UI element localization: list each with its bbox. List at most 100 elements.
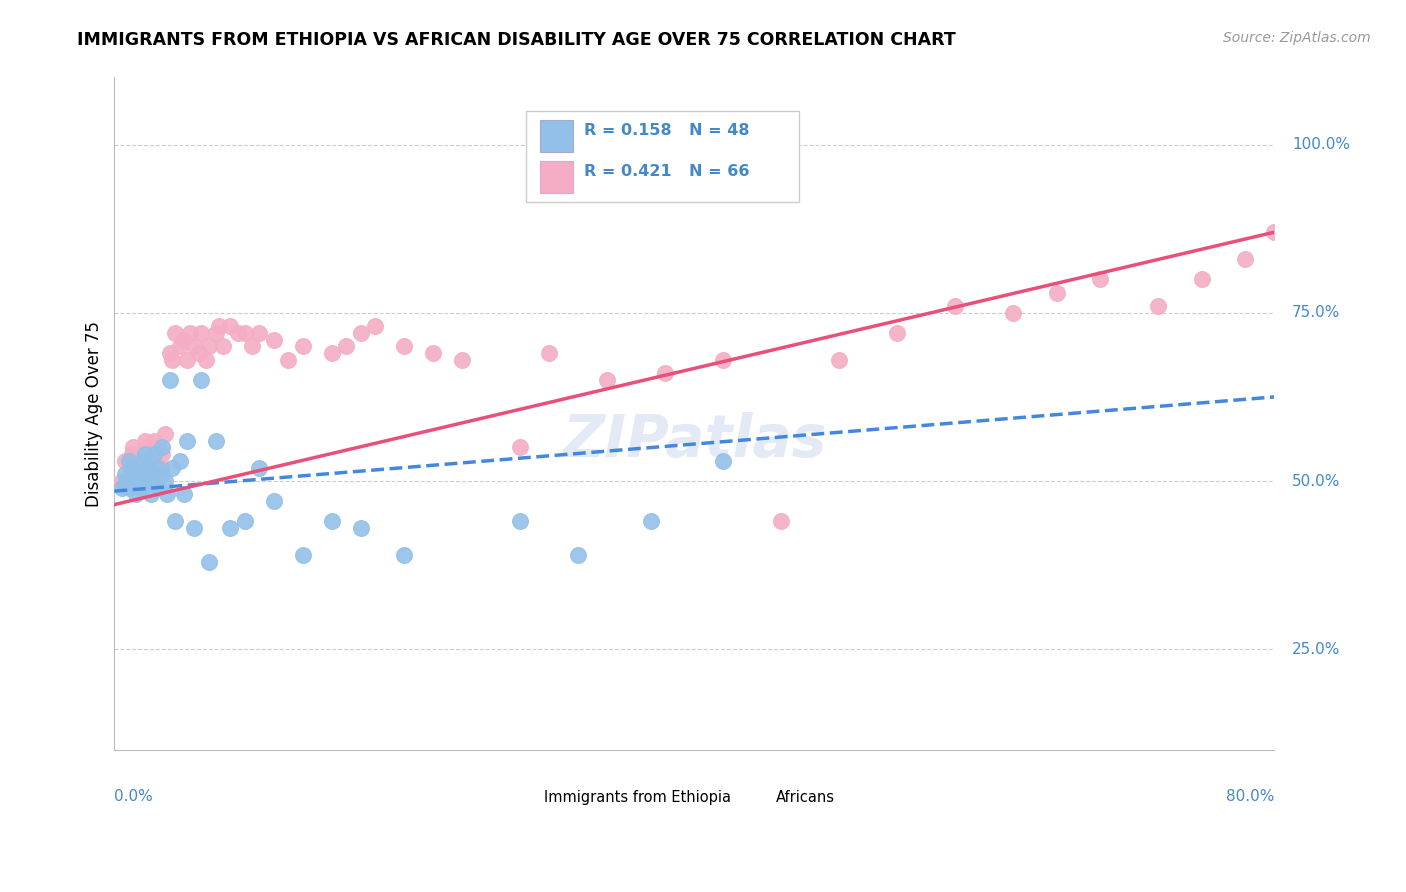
Point bbox=[277, 353, 299, 368]
Point bbox=[128, 474, 150, 488]
Point bbox=[125, 467, 148, 482]
Point bbox=[118, 467, 141, 482]
Point bbox=[886, 326, 908, 340]
Text: ZIPatlas: ZIPatlas bbox=[562, 412, 827, 469]
Text: Immigrants from Ethiopia: Immigrants from Ethiopia bbox=[544, 789, 731, 805]
Point bbox=[291, 548, 314, 562]
Point bbox=[208, 319, 231, 334]
Point bbox=[115, 474, 138, 488]
Point bbox=[156, 487, 179, 501]
Point bbox=[364, 319, 387, 334]
Point bbox=[114, 454, 136, 468]
Point bbox=[194, 353, 217, 368]
Point bbox=[205, 326, 228, 340]
Point bbox=[149, 460, 172, 475]
Text: 80.0%: 80.0% bbox=[1226, 789, 1274, 804]
Point bbox=[183, 339, 205, 353]
Point bbox=[146, 481, 169, 495]
Point bbox=[150, 447, 173, 461]
Point bbox=[176, 434, 198, 448]
Point bbox=[146, 441, 169, 455]
Point bbox=[538, 346, 561, 360]
Point bbox=[1191, 272, 1213, 286]
Point bbox=[159, 346, 181, 360]
Point bbox=[1046, 285, 1069, 300]
Point bbox=[1002, 306, 1025, 320]
Point bbox=[945, 299, 967, 313]
Point bbox=[640, 514, 662, 528]
Point bbox=[162, 460, 184, 475]
Text: N = 48: N = 48 bbox=[689, 122, 749, 137]
Point bbox=[1263, 225, 1285, 239]
Point bbox=[509, 514, 531, 528]
FancyBboxPatch shape bbox=[741, 787, 766, 807]
Point bbox=[129, 447, 152, 461]
Point bbox=[197, 555, 219, 569]
Point bbox=[143, 454, 166, 468]
Text: 100.0%: 100.0% bbox=[1292, 137, 1350, 153]
Point bbox=[713, 353, 735, 368]
Point bbox=[139, 467, 162, 482]
FancyBboxPatch shape bbox=[509, 787, 534, 807]
Point bbox=[321, 514, 343, 528]
Point bbox=[132, 454, 155, 468]
Point bbox=[173, 487, 195, 501]
Point bbox=[118, 454, 141, 468]
Point bbox=[350, 521, 373, 535]
Point bbox=[125, 460, 148, 475]
Point bbox=[183, 521, 205, 535]
Point bbox=[146, 460, 169, 475]
Point bbox=[139, 487, 162, 501]
Point bbox=[172, 333, 194, 347]
Point bbox=[159, 373, 181, 387]
Point bbox=[509, 441, 531, 455]
Point bbox=[233, 514, 256, 528]
Point bbox=[567, 548, 589, 562]
Point bbox=[654, 367, 676, 381]
Point bbox=[226, 326, 249, 340]
Point bbox=[111, 474, 134, 488]
FancyBboxPatch shape bbox=[526, 112, 799, 202]
Point bbox=[125, 487, 148, 501]
Point bbox=[162, 353, 184, 368]
Point bbox=[263, 494, 285, 508]
Point bbox=[350, 326, 373, 340]
Text: IMMIGRANTS FROM ETHIOPIA VS AFRICAN DISABILITY AGE OVER 75 CORRELATION CHART: IMMIGRANTS FROM ETHIOPIA VS AFRICAN DISA… bbox=[77, 31, 956, 49]
Point bbox=[169, 339, 191, 353]
Point bbox=[165, 326, 187, 340]
Text: 0.0%: 0.0% bbox=[114, 789, 153, 804]
Point bbox=[136, 460, 159, 475]
Text: R = 0.158: R = 0.158 bbox=[585, 122, 672, 137]
Point bbox=[121, 460, 143, 475]
Point bbox=[190, 326, 212, 340]
Point bbox=[249, 326, 271, 340]
Point bbox=[713, 454, 735, 468]
Point bbox=[135, 474, 157, 488]
Point bbox=[596, 373, 619, 387]
Point bbox=[291, 339, 314, 353]
Point bbox=[219, 319, 242, 334]
Point bbox=[179, 326, 201, 340]
Point bbox=[212, 339, 235, 353]
Point bbox=[142, 447, 165, 461]
Point bbox=[394, 548, 416, 562]
Point bbox=[132, 467, 155, 482]
Text: 50.0%: 50.0% bbox=[1292, 474, 1340, 489]
Point bbox=[240, 339, 263, 353]
Point bbox=[114, 467, 136, 482]
Point bbox=[176, 353, 198, 368]
Text: N = 66: N = 66 bbox=[689, 163, 749, 178]
Point bbox=[139, 474, 162, 488]
Point bbox=[828, 353, 851, 368]
Point bbox=[165, 514, 187, 528]
Text: 75.0%: 75.0% bbox=[1292, 305, 1340, 320]
Point bbox=[128, 467, 150, 482]
Point bbox=[149, 467, 172, 482]
FancyBboxPatch shape bbox=[540, 120, 572, 152]
Point bbox=[1090, 272, 1112, 286]
Point bbox=[139, 454, 162, 468]
Point bbox=[142, 434, 165, 448]
Point bbox=[233, 326, 256, 340]
Point bbox=[422, 346, 444, 360]
Point bbox=[205, 434, 228, 448]
